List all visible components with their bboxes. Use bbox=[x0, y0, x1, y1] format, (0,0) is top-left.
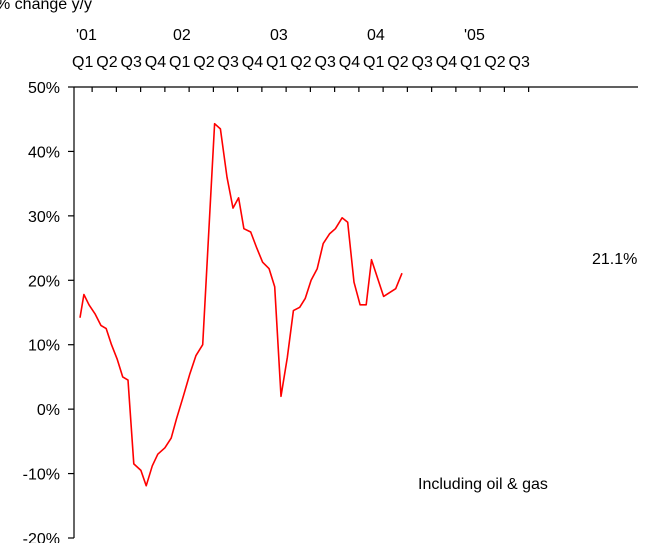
x-tick-label: Q1 bbox=[266, 54, 287, 71]
year-label: 04 bbox=[367, 27, 385, 44]
x-tick-label: Q2 bbox=[290, 54, 311, 71]
y-tick-label: 50% bbox=[28, 80, 60, 97]
quarter-labels: Q1 Q2 Q3 Q4 Q1 Q2 Q3 Q4 Q1 Q2 Q3 Q4 Q1 Q2 Q3 Q4 Q1 Q2 Q3 bbox=[72, 54, 530, 71]
y-tick-label: 20% bbox=[28, 273, 60, 290]
chart-subtitle: % change y/y bbox=[0, 0, 92, 13]
x-tick-label: Q1 bbox=[460, 54, 481, 71]
annotations: 21.1% Including oil & gas bbox=[418, 251, 637, 493]
end-value-label: 21.1% bbox=[592, 251, 637, 268]
x-tick-label: Q4 bbox=[145, 54, 166, 71]
x-tick-label: Q1 bbox=[363, 54, 384, 71]
x-tick-label: Q2 bbox=[387, 54, 408, 71]
x-tick-label: Q3 bbox=[509, 54, 530, 71]
series-layer bbox=[79, 122, 403, 487]
x-tick-label: Q4 bbox=[242, 54, 263, 71]
x-tick-label: Q3 bbox=[218, 54, 239, 71]
x-tick-label: Q3 bbox=[315, 54, 336, 71]
x-tick-label: Q2 bbox=[96, 54, 117, 71]
y-tick-label: -10% bbox=[23, 467, 60, 484]
x-tick-label: Q3 bbox=[412, 54, 433, 71]
year-label: 03 bbox=[270, 27, 288, 44]
x-axis bbox=[74, 86, 638, 92]
year-label: '05 bbox=[464, 27, 485, 44]
x-tick-label: Q4 bbox=[436, 54, 457, 71]
series-caption: Including oil & gas bbox=[418, 476, 548, 493]
x-tick-label: Q1 bbox=[169, 54, 190, 71]
x-tick-label: Q3 bbox=[121, 54, 142, 71]
x-tick-label: Q2 bbox=[193, 54, 214, 71]
year-label: '01 bbox=[76, 27, 97, 44]
y-tick-label: -20% bbox=[23, 531, 60, 543]
x-tick-label: Q2 bbox=[484, 54, 505, 71]
y-tick-label: 10% bbox=[28, 338, 60, 355]
year-label: 02 bbox=[173, 27, 191, 44]
x-tick-label: Q1 bbox=[72, 54, 93, 71]
year-labels: '01 02 03 04 '05 bbox=[76, 27, 485, 44]
x-tick-label: Q4 bbox=[339, 54, 360, 71]
y-tick-label: 0% bbox=[37, 402, 60, 419]
y-tick-label: 40% bbox=[28, 144, 60, 161]
y-tick-label: 30% bbox=[28, 209, 60, 226]
series-line bbox=[79, 122, 403, 487]
y-axis: -20% -10% 0% 10% 20% 30% 40% 50% bbox=[23, 80, 75, 543]
